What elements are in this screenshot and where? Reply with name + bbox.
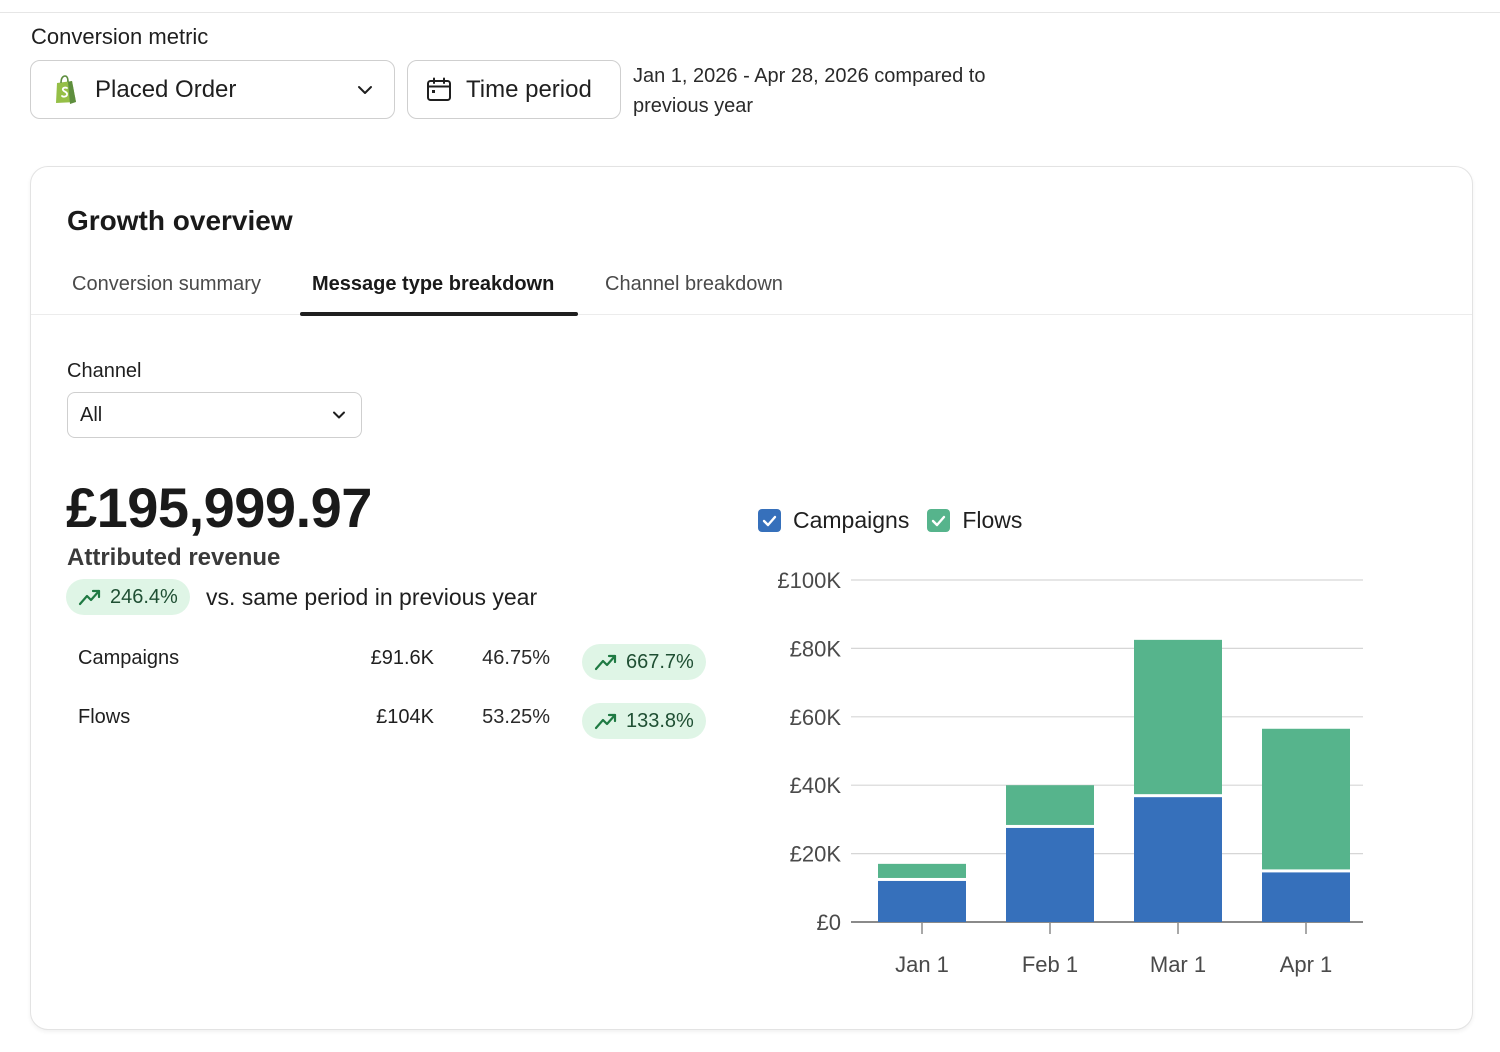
comparison-text: vs. same period in previous year: [206, 584, 538, 610]
row-flows-change-badge: 133.8%: [582, 703, 706, 739]
trend-up-icon: [594, 711, 618, 731]
row-campaigns-value: £91.6K: [370, 647, 434, 669]
date-range-text: Jan 1, 2026 - Apr 28, 2026 compared to p…: [633, 65, 986, 117]
card-title: Growth overview: [67, 205, 293, 236]
tab-channel-breakdown[interactable]: Channel breakdown: [605, 273, 783, 295]
channel-label: Channel: [67, 360, 142, 382]
x-tick-label: Mar 1: [1150, 952, 1206, 977]
row-flows-value: £104K: [376, 706, 434, 728]
bar-campaigns-1: [878, 880, 966, 922]
bar-campaigns-4: [1262, 872, 1350, 922]
bar-flows-1: [878, 863, 966, 878]
active-tab-indicator: [300, 312, 578, 316]
row-campaigns-share: 46.75%: [482, 647, 550, 669]
chevron-down-icon: [331, 407, 347, 423]
row-campaigns-name: Campaigns: [78, 647, 180, 669]
time-period-button[interactable]: Time period: [407, 60, 621, 119]
y-tick-label: £80K: [790, 636, 842, 661]
trend-up-icon: [78, 587, 102, 607]
checkbox-checked-icon: [927, 509, 951, 532]
x-tick-label: Jan 1: [895, 952, 949, 977]
y-tick-label: £100K: [777, 568, 841, 593]
time-period-label: Time period: [466, 75, 592, 103]
tab-bar: Conversion summary Message type breakdow…: [31, 267, 1472, 315]
row-campaigns-change: 667.7%: [626, 650, 694, 673]
tab-message-type-breakdown[interactable]: Message type breakdown: [312, 273, 555, 295]
top-divider: [0, 12, 1500, 13]
row-flows-change: 133.8%: [626, 709, 694, 732]
bar-flows-4: [1262, 728, 1350, 870]
bar-campaigns-3: [1134, 797, 1222, 922]
channel-select[interactable]: All: [67, 392, 362, 438]
y-tick-label: £60K: [790, 705, 842, 730]
row-flows-share: 53.25%: [482, 706, 550, 728]
revenue-stacked-bar-chart: £0 £20K £40K £60K £80K £100K Jan 1 Feb 1 Mar 1 Ap…: [777, 568, 1363, 977]
row-flows-name: Flows: [78, 706, 131, 728]
bar-flows-2: [1006, 785, 1094, 825]
growth-overview-card: Growth overview Conversion summary Messa…: [30, 166, 1473, 1030]
y-tick-label: £0: [817, 910, 841, 935]
row-campaigns-change-badge: 667.7%: [582, 644, 706, 680]
legend-campaigns-label: Campaigns: [793, 507, 910, 533]
attributed-revenue-value: £195,999.97: [66, 476, 372, 539]
checkbox-checked-icon: [758, 509, 781, 532]
total-change-badge: 246.4%: [66, 579, 190, 615]
total-change-value: 246.4%: [110, 585, 178, 608]
x-tick-label: Apr 1: [1280, 952, 1333, 977]
x-tick-label: Feb 1: [1022, 952, 1078, 977]
legend-campaigns-toggle[interactable]: Campaigns: [758, 507, 909, 534]
legend-flows-label: Flows: [962, 507, 1023, 533]
legend-flows-toggle[interactable]: Flows: [927, 507, 1022, 534]
calendar-icon: [426, 77, 452, 103]
conversion-metric-label: Conversion metric: [31, 24, 209, 49]
conversion-metric-value: Placed Order: [95, 75, 237, 103]
channel-select-value: All: [80, 403, 103, 426]
bar-campaigns-2: [1006, 827, 1094, 922]
trend-up-icon: [594, 652, 618, 672]
y-tick-label: £20K: [790, 842, 842, 867]
bar-flows-3: [1134, 639, 1222, 795]
shopify-bag-icon: [53, 74, 79, 105]
conversion-metric-dropdown[interactable]: Placed Order: [30, 60, 395, 119]
tab-conversion-summary[interactable]: Conversion summary: [72, 273, 261, 295]
chevron-down-icon: [356, 81, 374, 99]
attributed-revenue-label: Attributed revenue: [67, 544, 281, 571]
chart-legend: Campaigns Flows: [758, 507, 1040, 534]
y-tick-label: £40K: [790, 773, 842, 798]
